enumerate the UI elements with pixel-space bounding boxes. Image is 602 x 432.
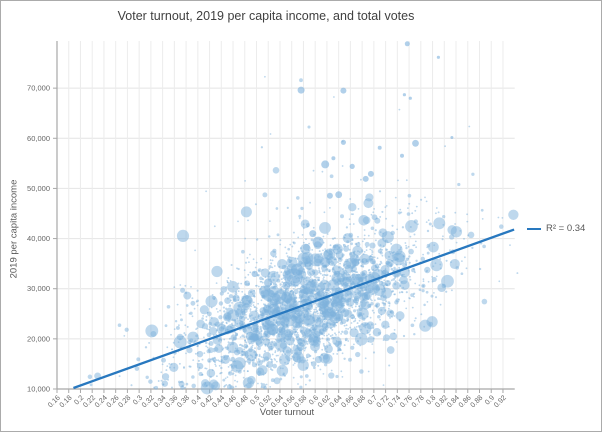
- legend: R² = 0.34: [527, 223, 585, 234]
- chart-title: Voter turnout, 2019 per capita income, a…: [117, 9, 415, 23]
- y-axis-title: 2019 per capita income: [8, 179, 20, 279]
- svg-text:10,000: 10,000: [27, 385, 50, 394]
- trendline-swatch-icon: [527, 227, 541, 230]
- svg-text:40,000: 40,000: [27, 234, 50, 243]
- svg-text:60,000: 60,000: [27, 134, 50, 143]
- svg-text:30,000: 30,000: [27, 284, 50, 293]
- legend-r-squared-label: R² = 0.34: [546, 223, 586, 234]
- svg-text:20,000: 20,000: [27, 334, 50, 343]
- x-axis-title: Voter turnout: [259, 407, 315, 418]
- svg-text:50,000: 50,000: [27, 184, 50, 193]
- svg-text:70,000: 70,000: [27, 84, 50, 93]
